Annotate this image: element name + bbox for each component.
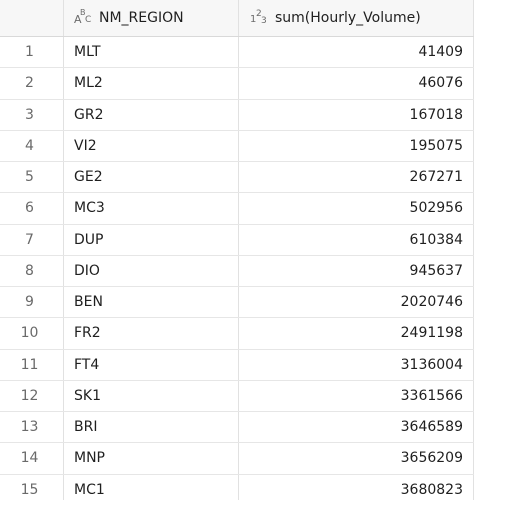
row-number[interactable]: 5 — [0, 162, 64, 193]
table-row[interactable]: 3 GR2 167018 — [0, 99, 474, 131]
table-row[interactable]: 13 BRI 3646589 — [0, 412, 474, 444]
row-number[interactable]: 3 — [0, 99, 64, 130]
cell-sum-hourly-volume[interactable]: 2491198 — [239, 318, 474, 349]
cell-nm-region[interactable]: VI2 — [64, 130, 239, 161]
table-row[interactable]: 15 MC1 3680823 — [0, 474, 474, 500]
cell-nm-region[interactable]: MNP — [64, 443, 239, 474]
row-number[interactable]: 2 — [0, 68, 64, 99]
table-row[interactable]: 10 FR2 2491198 — [0, 318, 474, 350]
column-header-label: NM_REGION — [99, 10, 184, 26]
table-row[interactable]: 11 FT4 3136004 — [0, 349, 474, 381]
cell-sum-hourly-volume[interactable]: 610384 — [239, 224, 474, 255]
cell-sum-hourly-volume[interactable]: 46076 — [239, 68, 474, 99]
row-number[interactable]: 7 — [0, 224, 64, 255]
cell-sum-hourly-volume[interactable]: 195075 — [239, 130, 474, 161]
cell-nm-region[interactable]: MC1 — [64, 474, 239, 500]
row-number[interactable]: 11 — [0, 349, 64, 380]
cell-nm-region[interactable]: FR2 — [64, 318, 239, 349]
cell-nm-region[interactable]: SK1 — [64, 380, 239, 411]
table-row[interactable]: 7 DUP 610384 — [0, 224, 474, 256]
cell-sum-hourly-volume[interactable]: 3680823 — [239, 474, 474, 500]
row-number[interactable]: 8 — [0, 255, 64, 286]
table-row[interactable]: 5 GE2 267271 — [0, 162, 474, 194]
row-number[interactable]: 14 — [0, 443, 64, 474]
row-number[interactable]: 9 — [0, 287, 64, 318]
row-number[interactable]: 10 — [0, 318, 64, 349]
cell-sum-hourly-volume[interactable]: 167018 — [239, 99, 474, 130]
table-row[interactable]: 9 BEN 2020746 — [0, 287, 474, 319]
row-number[interactable]: 13 — [0, 412, 64, 443]
cell-nm-region[interactable]: MLT — [64, 37, 239, 68]
table-row[interactable]: 2 ML2 46076 — [0, 68, 474, 100]
row-number[interactable]: 12 — [0, 380, 64, 411]
cell-sum-hourly-volume[interactable]: 3361566 — [239, 380, 474, 411]
table-row[interactable]: 14 MNP 3656209 — [0, 443, 474, 475]
cell-sum-hourly-volume[interactable]: 945637 — [239, 255, 474, 286]
cell-nm-region[interactable]: GE2 — [64, 162, 239, 193]
table-row[interactable]: 8 DIO 945637 — [0, 255, 474, 287]
row-number[interactable]: 15 — [0, 474, 64, 500]
row-number[interactable]: 4 — [0, 130, 64, 161]
table-row[interactable]: 12 SK1 3361566 — [0, 380, 474, 412]
cell-sum-hourly-volume[interactable]: 502956 — [239, 193, 474, 224]
cell-nm-region[interactable]: ML2 — [64, 68, 239, 99]
cell-sum-hourly-volume[interactable]: 3136004 — [239, 349, 474, 380]
cell-nm-region[interactable]: FT4 — [64, 349, 239, 380]
cell-nm-region[interactable]: BEN — [64, 287, 239, 318]
cell-nm-region[interactable]: DIO — [64, 255, 239, 286]
cell-sum-hourly-volume[interactable]: 41409 — [239, 37, 474, 68]
cell-nm-region[interactable]: GR2 — [64, 99, 239, 130]
grid-body: 1 MLT 41409 2 ML2 46076 3 GR2 167018 4 VI2 195075 5 G… — [0, 37, 474, 500]
cell-sum-hourly-volume[interactable]: 3646589 — [239, 412, 474, 443]
row-number[interactable]: 1 — [0, 37, 64, 68]
column-header-label: sum(Hourly_Volume) — [275, 10, 421, 26]
row-number[interactable]: 6 — [0, 193, 64, 224]
table-row[interactable]: 1 MLT 41409 — [0, 37, 474, 69]
cell-nm-region[interactable]: MC3 — [64, 193, 239, 224]
table-row[interactable]: 6 MC3 502956 — [0, 193, 474, 225]
cell-sum-hourly-volume[interactable]: 3656209 — [239, 443, 474, 474]
table-row[interactable]: 4 VI2 195075 — [0, 130, 474, 162]
row-number-header[interactable] — [0, 0, 64, 36]
cell-sum-hourly-volume[interactable]: 267271 — [239, 162, 474, 193]
cell-sum-hourly-volume[interactable]: 2020746 — [239, 287, 474, 318]
cell-nm-region[interactable]: BRI — [64, 412, 239, 443]
cell-nm-region[interactable]: DUP — [64, 224, 239, 255]
